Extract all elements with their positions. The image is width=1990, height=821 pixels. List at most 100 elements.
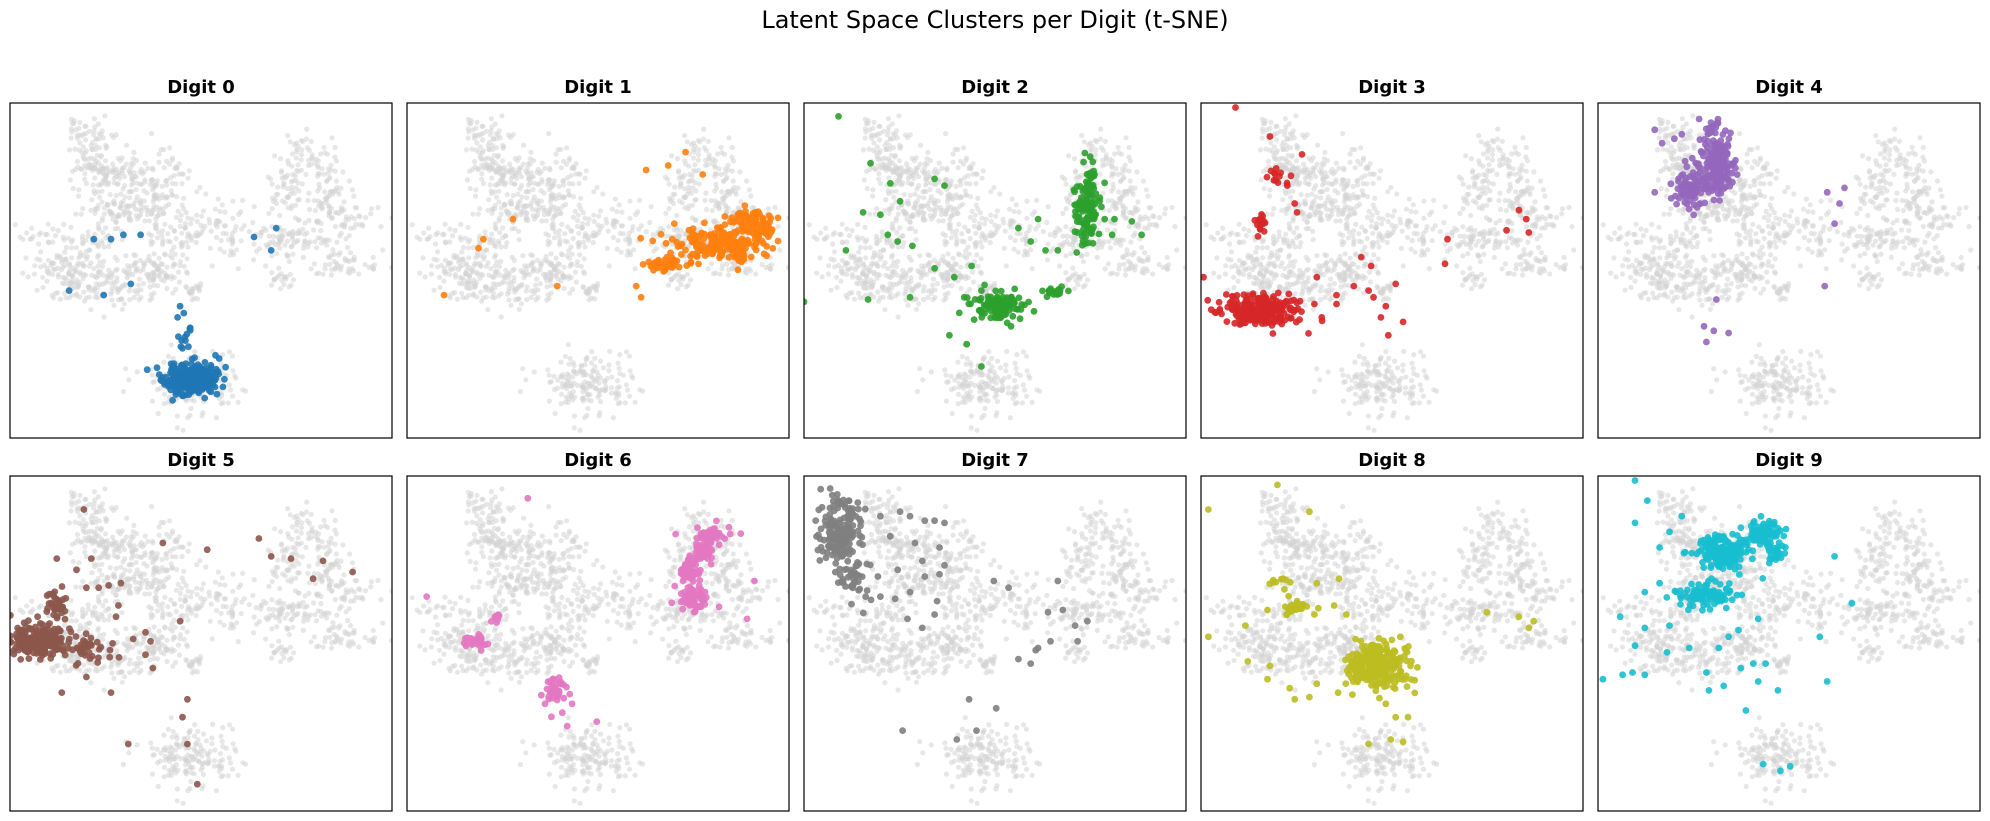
background-point: [449, 233, 456, 239]
background-point: [1102, 138, 1108, 144]
background-point: [368, 211, 374, 217]
background-point: [437, 284, 443, 291]
background-point: [597, 208, 604, 214]
background-point: [467, 185, 473, 192]
background-point: [346, 178, 353, 184]
background-point: [1123, 135, 1129, 141]
background-point: [1017, 231, 1024, 237]
background-point: [275, 234, 281, 240]
background-point: [319, 204, 325, 211]
background-point: [269, 270, 275, 276]
background-point: [94, 136, 100, 142]
background-point: [494, 194, 500, 200]
background-point: [66, 147, 73, 153]
background-point: [1057, 227, 1063, 233]
digit-point: [440, 291, 448, 299]
background-point: [1143, 187, 1149, 193]
background-point: [1150, 213, 1156, 219]
background-point: [100, 230, 106, 236]
background-point: [705, 266, 711, 272]
background-point: [706, 156, 712, 162]
background-point: [466, 255, 472, 261]
background-point: [571, 425, 577, 431]
background-point: [1096, 220, 1102, 226]
background-point: [409, 222, 415, 228]
background-point: [218, 360, 224, 366]
background-point: [622, 400, 628, 406]
background-point: [690, 155, 697, 161]
background-point: [506, 289, 512, 295]
background-point: [1052, 233, 1058, 239]
background-point: [266, 210, 272, 216]
background-point: [103, 174, 109, 180]
background-point: [327, 261, 333, 267]
background-point: [95, 269, 101, 275]
background-point: [524, 284, 530, 290]
background-point: [936, 218, 942, 224]
background-point: [872, 211, 878, 217]
background-point: [106, 244, 112, 250]
background-point: [478, 271, 484, 278]
background-point: [292, 177, 299, 183]
background-point: [321, 171, 327, 177]
background-point: [744, 270, 750, 276]
background-point: [164, 264, 170, 270]
background-point: [557, 228, 563, 234]
background-point: [187, 412, 193, 418]
background-point: [662, 174, 668, 180]
background-point: [893, 128, 900, 134]
background-point: [251, 204, 257, 210]
background-point: [889, 160, 896, 166]
background-point: [1134, 221, 1140, 227]
background-point: [1009, 196, 1015, 202]
background-point: [496, 188, 502, 194]
background-point: [547, 239, 553, 246]
background-point: [168, 342, 174, 348]
background-point: [338, 207, 344, 213]
digit-point: [733, 249, 741, 256]
background-point: [89, 272, 95, 278]
background-point: [862, 224, 868, 230]
background-point: [607, 348, 613, 354]
background-point: [895, 314, 901, 320]
background-point: [931, 276, 937, 282]
background-point: [366, 264, 372, 271]
background-point: [90, 132, 97, 138]
background-point: [878, 253, 885, 259]
background-point: [1183, 264, 1186, 271]
background-point: [523, 168, 529, 174]
background-point: [272, 153, 278, 159]
background-point: [79, 149, 85, 155]
background-point: [586, 297, 592, 303]
background-point: [1009, 218, 1016, 224]
background-point: [533, 282, 539, 288]
background-point: [1135, 199, 1141, 205]
background-point: [1106, 239, 1112, 245]
background-point: [454, 296, 460, 302]
background-point: [545, 292, 551, 298]
background-point: [568, 228, 574, 234]
background-point: [519, 194, 525, 200]
background-point: [954, 206, 960, 212]
background-point: [594, 184, 600, 191]
background-point: [80, 240, 86, 246]
background-point: [165, 238, 171, 244]
background-point: [958, 177, 964, 183]
background-point: [171, 228, 177, 234]
background-point: [709, 160, 715, 166]
background-point: [666, 282, 672, 288]
background-point: [955, 401, 961, 407]
background-point: [74, 291, 80, 297]
background-point: [520, 161, 526, 167]
background-point: [874, 144, 880, 150]
background-point: [263, 263, 269, 269]
background-point: [729, 187, 736, 193]
background-point: [678, 282, 684, 288]
digit-point: [721, 221, 729, 229]
digit-point: [100, 291, 108, 299]
background-point: [213, 234, 220, 241]
background-point: [460, 258, 466, 264]
background-point: [251, 257, 257, 263]
background-point: [856, 290, 862, 296]
background-point: [499, 113, 505, 119]
